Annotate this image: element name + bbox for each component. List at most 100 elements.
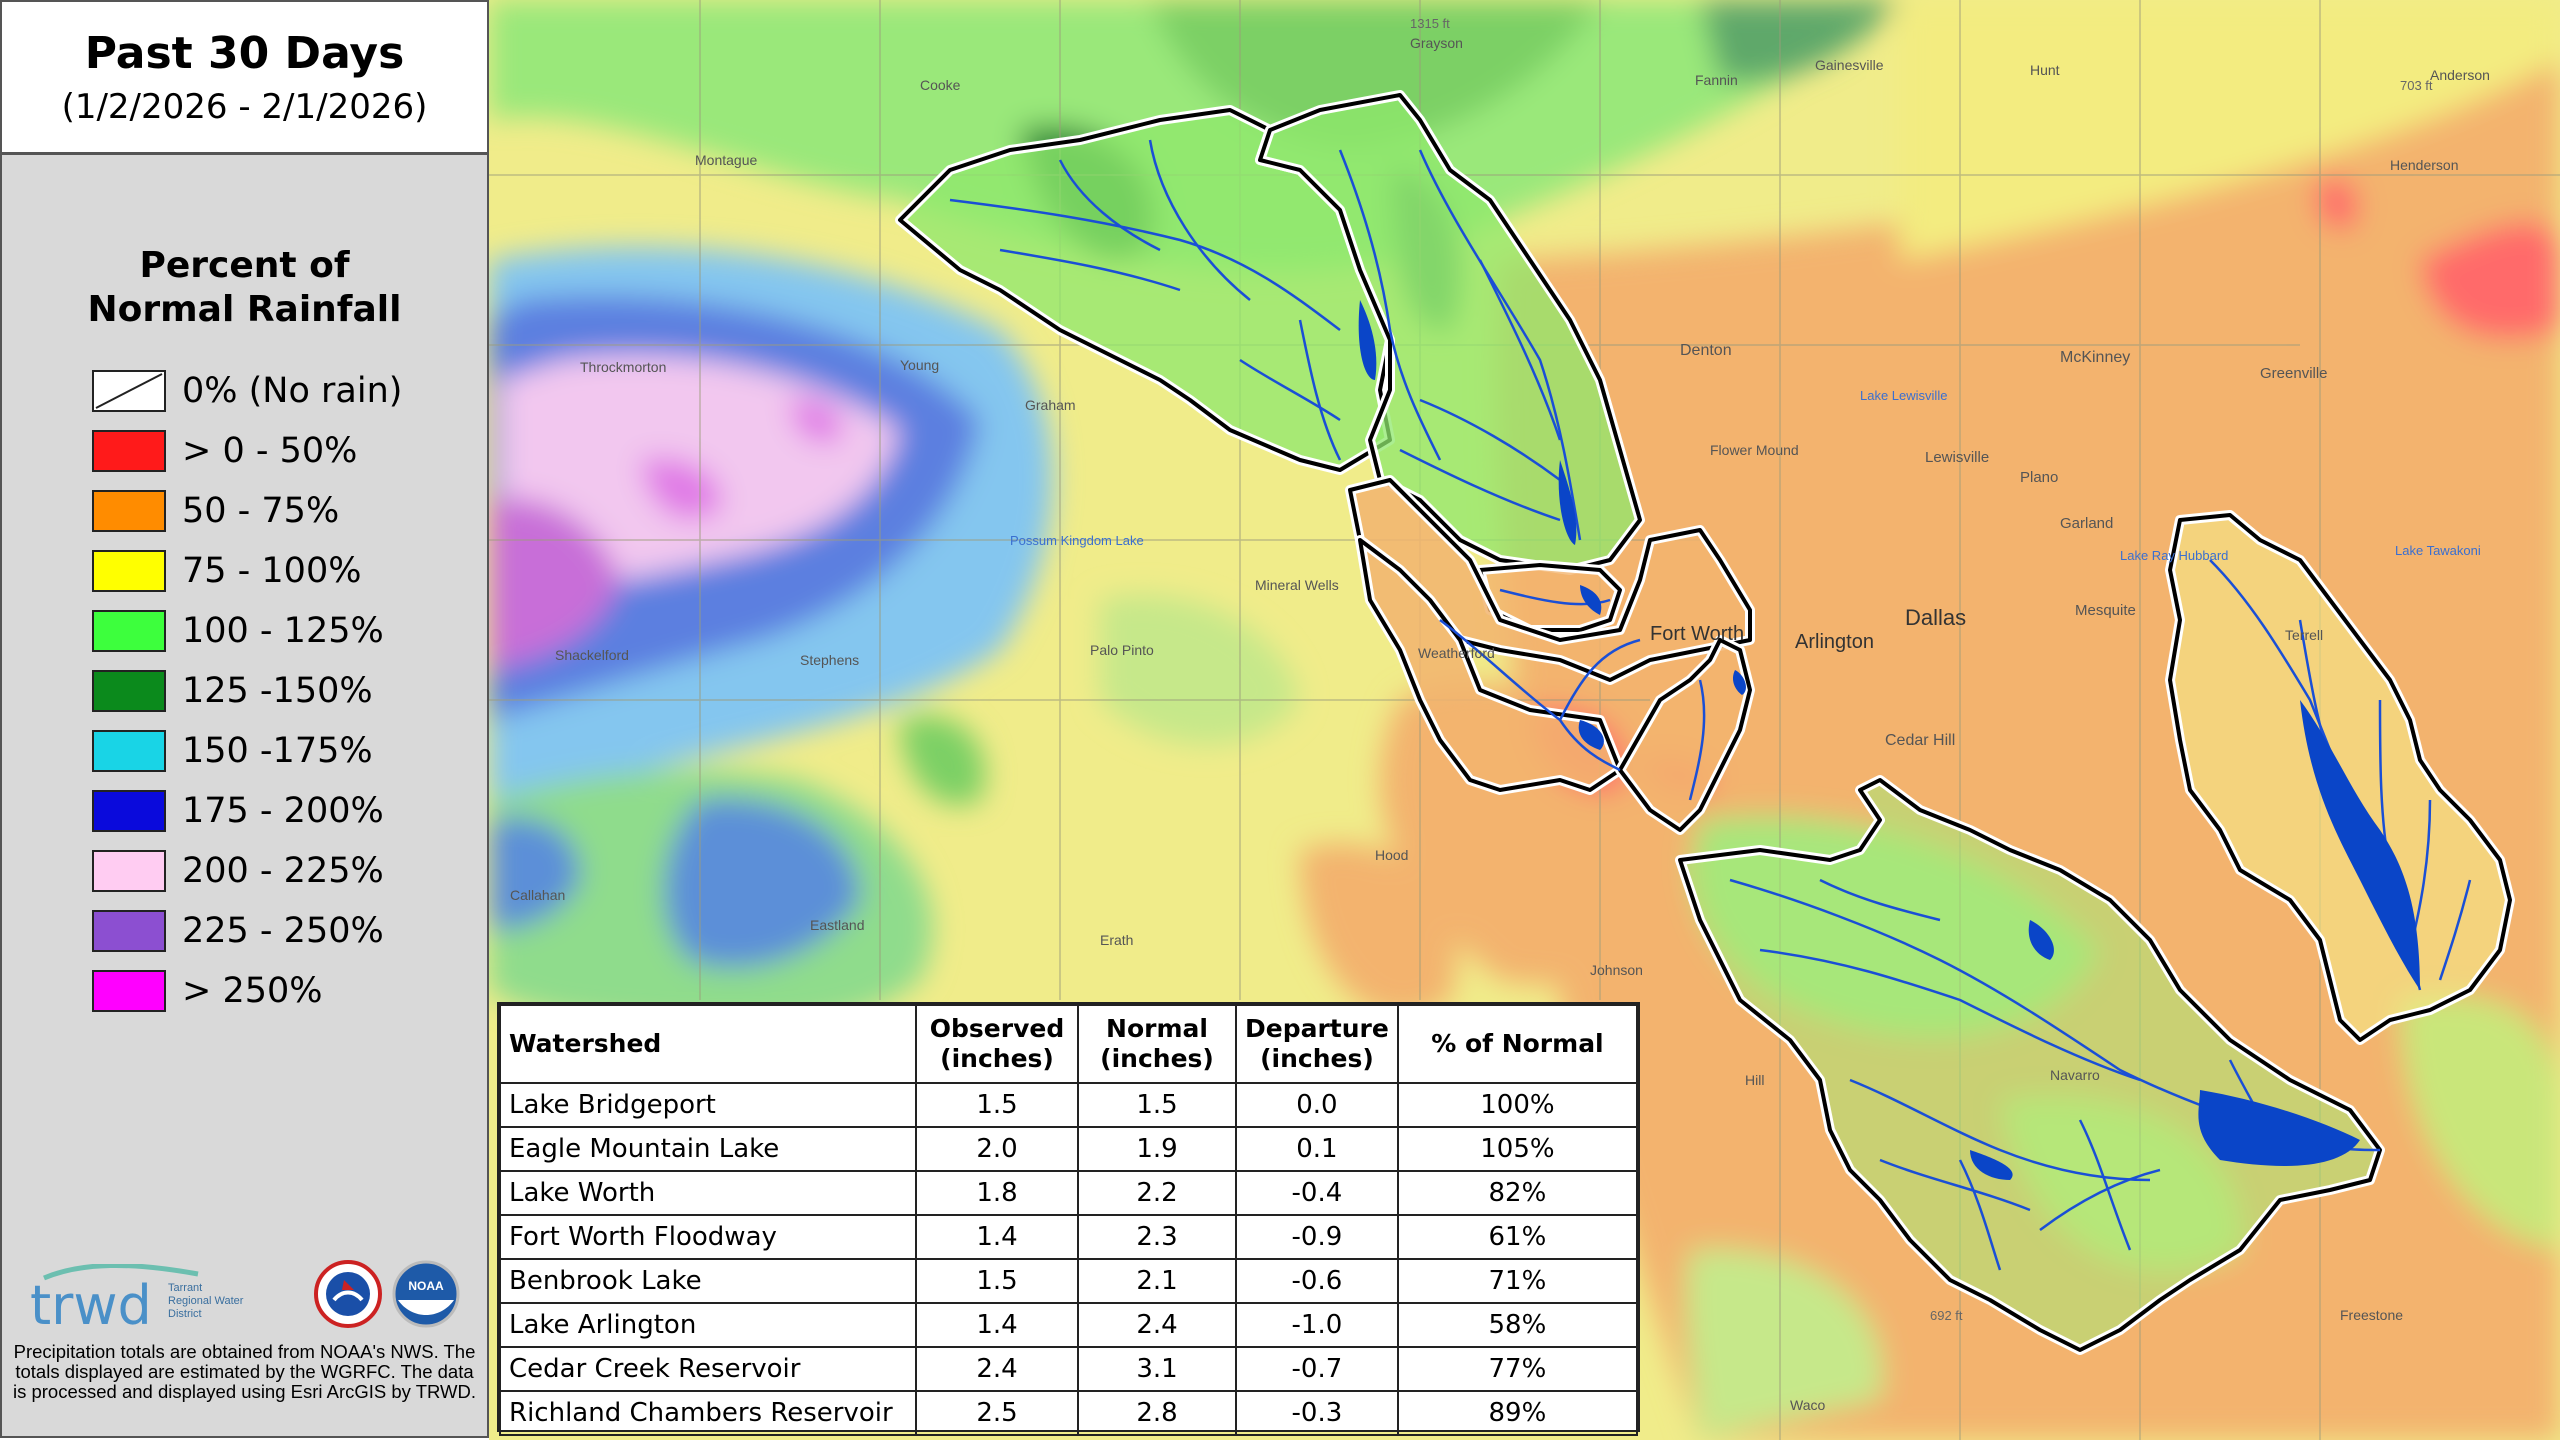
column-header: Observed (inches) xyxy=(915,1004,1079,1084)
value-cell: 1.4 xyxy=(915,1214,1079,1260)
label-fannin: Anderson xyxy=(2430,67,2490,83)
value-cell: -0.6 xyxy=(1235,1258,1399,1304)
watershed-lake-arlington[interactable] xyxy=(1615,635,1755,835)
label-freestone: Freestone xyxy=(2340,1307,2403,1323)
value-cell: 58% xyxy=(1396,1302,1639,1348)
value-cell: 77% xyxy=(1396,1346,1639,1392)
label-mineral-wells: Mineral Wells xyxy=(1255,577,1339,593)
label-archer: Cooke xyxy=(920,77,961,93)
table-row: Lake Worth 1.8 2.2 -0.4 82% xyxy=(499,1170,1639,1216)
value-cell: 100% xyxy=(1396,1082,1639,1128)
legend-swatch xyxy=(92,430,166,472)
legend-title: Percent of Normal Rainfall xyxy=(2,244,487,332)
rainfall-map[interactable]: Fort Worth Arlington Dallas Cedar Hill D… xyxy=(489,0,2560,1440)
column-header-line: Normal xyxy=(1106,1014,1208,1043)
legend-label: 75 - 100% xyxy=(182,551,362,591)
label-throckmorton: Throckmorton xyxy=(580,359,666,375)
value-cell: 2.2 xyxy=(1077,1170,1237,1216)
legend-label: 225 - 250% xyxy=(182,911,384,951)
label-elevation-2: 703 ft xyxy=(2400,78,2433,93)
watershed-name-cell: Fort Worth Floodway xyxy=(499,1214,917,1260)
legend-title-line1: Percent of xyxy=(139,245,350,286)
legend-swatch xyxy=(92,970,166,1012)
label-montague: Grayson xyxy=(1410,35,1463,51)
legend-label: 200 - 225% xyxy=(182,851,384,891)
watershed-name-cell: Eagle Mountain Lake xyxy=(499,1126,917,1172)
value-cell: -0.4 xyxy=(1235,1170,1399,1216)
label-plano: Plano xyxy=(2020,469,2058,486)
nws-logo xyxy=(314,1260,382,1328)
label-callahan: Callahan xyxy=(510,887,565,903)
legend-item: 175 - 200% xyxy=(92,788,384,834)
legend-item: > 250% xyxy=(92,968,323,1014)
legend-label: 175 - 200% xyxy=(182,791,384,831)
value-cell: 1.9 xyxy=(1077,1126,1237,1172)
label-mckinney: McKinney xyxy=(2060,349,2130,366)
label-arlington: Arlington xyxy=(1795,631,1874,653)
map-labels: Fort Worth Arlington Dallas Cedar Hill D… xyxy=(510,16,2490,1413)
label-navarro: Navarro xyxy=(2050,1067,2100,1083)
table-header-row: Watershed Observed (inches) Normal (inches) D… xyxy=(499,1004,1639,1084)
label-hill: Hill xyxy=(1745,1072,1764,1088)
watershed-name-cell: Lake Bridgeport xyxy=(499,1082,917,1128)
value-cell: 0.0 xyxy=(1235,1082,1399,1128)
label-greenville: Greenville xyxy=(2260,365,2328,382)
label-terrell: Terrell xyxy=(2285,627,2323,643)
legend-swatch xyxy=(92,490,166,532)
table-body: Lake Bridgeport 1.5 1.5 0.0 100% Eagle Mounta… xyxy=(499,1082,1639,1436)
date-range: (1/2/2026 - 2/1/2026) xyxy=(61,87,428,127)
watershed-table: Watershed Observed (inches) Normal (inches) D… xyxy=(497,1002,1640,1436)
table-row: Cedar Creek Reservoir 2.4 3.1 -0.7 77% xyxy=(499,1346,1639,1392)
value-cell: -0.3 xyxy=(1235,1390,1399,1436)
legend-item: 50 - 75% xyxy=(92,488,339,534)
value-cell: 1.5 xyxy=(915,1082,1079,1128)
label-palo-pinto: Palo Pinto xyxy=(1090,642,1154,658)
legend-item: 150 -175% xyxy=(92,728,373,774)
label-shackelford: Shackelford xyxy=(555,647,629,663)
label-eastland: Eastland xyxy=(810,917,864,933)
noaa-logo: NOAA xyxy=(392,1260,460,1328)
column-header-line: Departure xyxy=(1245,1014,1389,1043)
legend-swatch xyxy=(92,910,166,952)
legend-item: 225 - 250% xyxy=(92,908,384,954)
label-gainesville: Gainesville xyxy=(1815,57,1884,73)
legend-swatch xyxy=(92,790,166,832)
label-lake-lewisville: Lake Lewisville xyxy=(1860,388,1947,403)
watershed-name-cell: Lake Arlington xyxy=(499,1302,917,1348)
table-row: Lake Arlington 1.4 2.4 -1.0 58% xyxy=(499,1302,1639,1348)
label-baylor: Montague xyxy=(695,152,757,168)
label-johnson: Johnson xyxy=(1590,962,1643,978)
legend-item: 75 - 100% xyxy=(92,548,361,594)
column-header: Departure (inches) xyxy=(1235,1004,1399,1084)
data-source-disclaimer: Precipitation totals are obtained from N… xyxy=(12,1341,477,1402)
value-cell: 2.8 xyxy=(1077,1390,1237,1436)
label-elevation-3: 692 ft xyxy=(1930,1308,1963,1323)
lakes xyxy=(1358,300,2420,1180)
value-cell: 2.0 xyxy=(915,1126,1079,1172)
legend-swatch xyxy=(92,730,166,772)
legend-label: 100 - 125% xyxy=(182,611,384,651)
column-header-line: (inches) xyxy=(1260,1044,1374,1073)
label-hunt: Henderson xyxy=(2390,157,2459,173)
value-cell: 105% xyxy=(1396,1126,1639,1172)
label-denton: Denton xyxy=(1680,342,1732,359)
value-cell: 82% xyxy=(1396,1170,1639,1216)
label-weatherford: Weatherford xyxy=(1418,645,1495,661)
value-cell: 2.3 xyxy=(1077,1214,1237,1260)
column-header: % of Normal xyxy=(1396,1004,1639,1084)
value-cell: 2.1 xyxy=(1077,1258,1237,1304)
column-header: Normal (inches) xyxy=(1077,1004,1237,1084)
column-header-line: (inches) xyxy=(940,1044,1054,1073)
legend-label: 150 -175% xyxy=(182,731,373,771)
trwd-logo-subtitle: Tarrant Regional Water District xyxy=(168,1282,244,1320)
column-header-line: % of Normal xyxy=(1431,1029,1604,1058)
label-lake-ray-hubbard: Lake Ray Hubbard xyxy=(2120,548,2228,563)
legend-label: 0% (No rain) xyxy=(182,371,403,411)
value-cell: 3.1 xyxy=(1077,1346,1237,1392)
legend-label: 125 -150% xyxy=(182,671,373,711)
value-cell: 2.4 xyxy=(915,1346,1079,1392)
watershed-name-cell: Benbrook Lake xyxy=(499,1258,917,1304)
column-header-line: (inches) xyxy=(1100,1044,1214,1073)
table-row: Richland Chambers Reservoir 2.5 2.8 -0.3 89% xyxy=(499,1390,1639,1436)
label-erath: Erath xyxy=(1100,932,1133,948)
